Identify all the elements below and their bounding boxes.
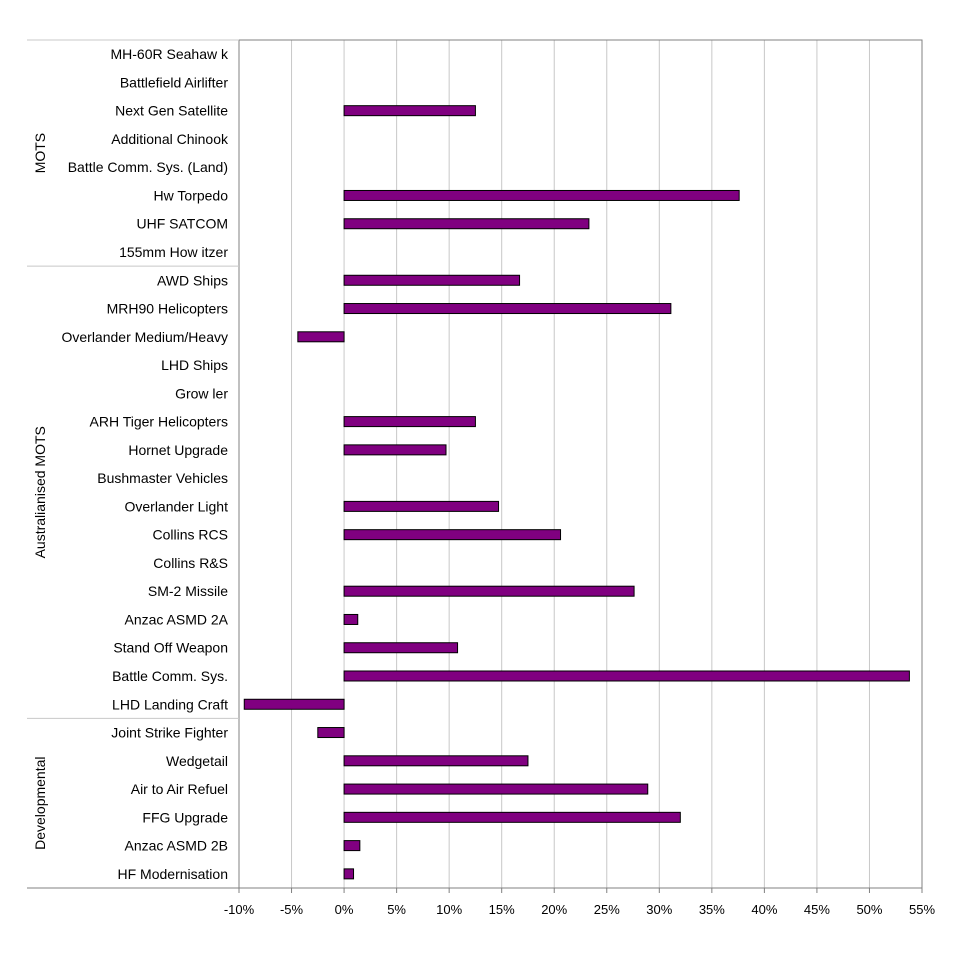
bar (343, 416, 476, 428)
bar (343, 868, 355, 880)
category-label: Air to Air Refuel (131, 781, 228, 797)
category-label: Battle Comm. Sys. (112, 668, 228, 684)
x-tick-label: 5% (387, 902, 406, 917)
bar (343, 755, 529, 767)
bar (343, 189, 740, 201)
x-tick-label: 45% (804, 902, 830, 917)
x-tick-label: 55% (909, 902, 935, 917)
category-label: AWD Ships (157, 272, 228, 288)
category-label: Hornet Upgrade (128, 442, 228, 458)
bar (343, 274, 521, 286)
x-tick-label: 25% (594, 902, 620, 917)
category-label: Additional Chinook (111, 131, 229, 147)
bar (343, 811, 681, 823)
category-label: Joint Strike Fighter (111, 725, 228, 741)
group-label: Developmental (32, 757, 48, 850)
x-tick-label: -10% (224, 902, 255, 917)
plot-frame (27, 39, 923, 889)
category-label: HF Modernisation (118, 866, 229, 882)
category-label: Battlefield Airlifter (120, 74, 228, 90)
group-label: MOTS (32, 133, 48, 173)
bar (343, 218, 590, 230)
category-label: Wedgetail (166, 753, 228, 769)
x-tick-label: 10% (436, 902, 462, 917)
category-label: Grow ler (175, 385, 228, 401)
bar (343, 585, 635, 597)
bar (343, 613, 359, 625)
category-label: 155mm How itzer (119, 244, 228, 260)
x-tick-label: 40% (751, 902, 777, 917)
bar (317, 727, 345, 739)
category-label: Overlander Medium/Heavy (61, 329, 228, 345)
x-axis-tick-labels: -10% -5% 0% 5% 10% 15% 20% 25% 30% 35% 40% 45% 50% 55… (224, 888, 935, 917)
category-labels: MH-60R Seahaw k Battlefield Airlifter Next… (61, 46, 229, 882)
x-tick-label: 15% (489, 902, 515, 917)
bar (343, 500, 500, 512)
group-labels: MOTS Australianised MOTS Developmental (27, 133, 239, 850)
x-tick-label: 20% (541, 902, 567, 917)
category-label: Hw Torpedo (154, 187, 229, 203)
group-label: Australianised MOTS (32, 426, 48, 558)
bar (343, 303, 672, 315)
bar (297, 331, 345, 343)
category-label: Collins R&S (153, 555, 228, 571)
bar (343, 783, 649, 795)
plot-border (238, 39, 923, 889)
category-label: MH-60R Seahaw k (111, 46, 229, 62)
category-label: Anzac ASMD 2A (125, 611, 229, 627)
x-tick-label: -5% (280, 902, 304, 917)
category-label: Battle Comm. Sys. (Land) (68, 159, 228, 175)
category-label: SM-2 Missile (148, 583, 228, 599)
category-label: ARH Tiger Helicopters (90, 414, 229, 430)
bar (343, 670, 910, 682)
bar (243, 698, 345, 710)
category-label: Stand Off Weapon (113, 640, 228, 656)
bar (343, 840, 361, 852)
category-label: Next Gen Satellite (115, 103, 228, 119)
x-tick-label: 30% (646, 902, 672, 917)
category-label: FFG Upgrade (142, 809, 228, 825)
category-label: Overlander Light (124, 498, 228, 514)
bar (343, 642, 459, 654)
category-label: Anzac ASMD 2B (125, 838, 229, 854)
x-tick-label: 0% (335, 902, 354, 917)
category-label: UHF SATCOM (136, 216, 228, 232)
gridlines (291, 40, 870, 888)
bar (343, 105, 476, 117)
category-label: LHD Landing Craft (112, 696, 228, 712)
category-label: MRH90 Helicopters (107, 301, 228, 317)
category-label: Collins RCS (153, 527, 228, 543)
category-label: LHD Ships (161, 357, 228, 373)
bars (243, 105, 910, 880)
x-tick-label: 35% (699, 902, 725, 917)
bar (343, 529, 562, 541)
x-tick-label: 50% (856, 902, 882, 917)
bar (343, 444, 447, 456)
category-label: Bushmaster Vehicles (97, 470, 228, 486)
